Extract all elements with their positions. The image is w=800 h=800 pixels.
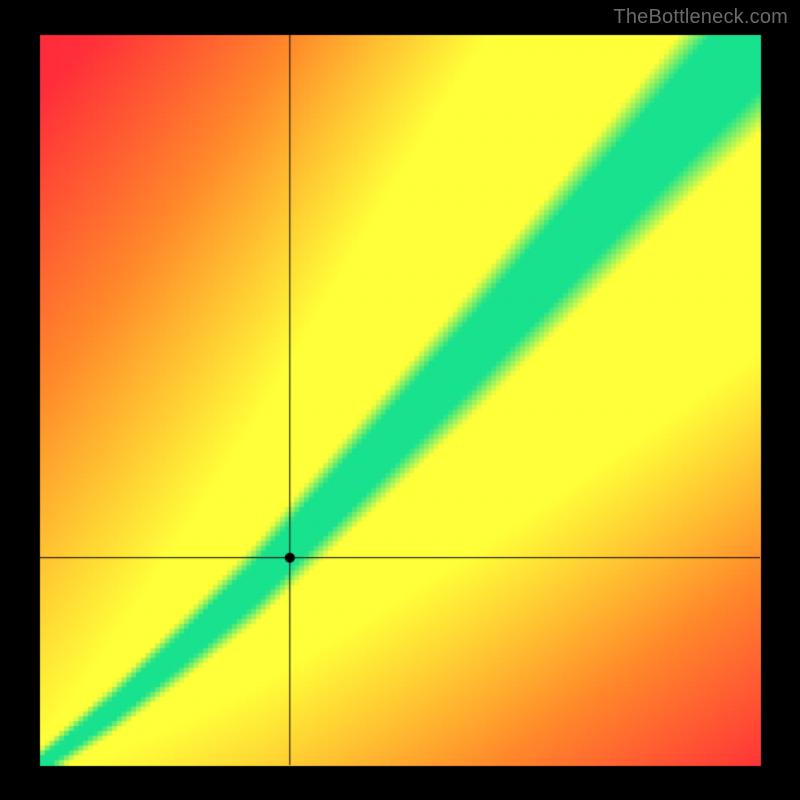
chart-container: TheBottleneck.com bbox=[0, 0, 800, 800]
heatmap-canvas bbox=[0, 0, 800, 800]
watermark-text: TheBottleneck.com bbox=[613, 6, 788, 29]
